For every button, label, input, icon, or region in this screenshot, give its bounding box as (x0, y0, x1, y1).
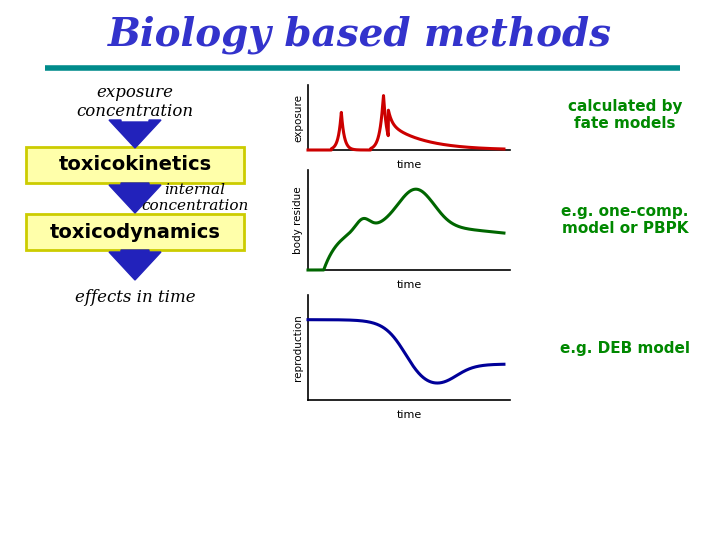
Text: calculated by
fate models: calculated by fate models (568, 99, 683, 131)
Polygon shape (109, 183, 161, 213)
FancyBboxPatch shape (26, 147, 244, 183)
Text: exposure
concentration: exposure concentration (76, 84, 194, 120)
Text: e.g. DEB model: e.g. DEB model (560, 341, 690, 355)
FancyBboxPatch shape (26, 214, 244, 250)
Polygon shape (109, 120, 161, 148)
Text: Biology based methods: Biology based methods (108, 16, 612, 54)
Text: exposure: exposure (293, 93, 303, 141)
Text: time: time (397, 160, 422, 170)
Text: body residue: body residue (293, 186, 303, 254)
Text: reproduction: reproduction (293, 314, 303, 381)
Text: time: time (397, 280, 422, 290)
Text: e.g. one-comp.
model or PBPK: e.g. one-comp. model or PBPK (562, 204, 689, 236)
Polygon shape (109, 250, 161, 280)
Text: internal
concentration: internal concentration (141, 183, 248, 213)
Text: toxicokinetics: toxicokinetics (58, 156, 212, 174)
Text: toxicodynamics: toxicodynamics (50, 222, 220, 241)
Text: effects in time: effects in time (75, 289, 195, 307)
Text: time: time (397, 410, 422, 420)
